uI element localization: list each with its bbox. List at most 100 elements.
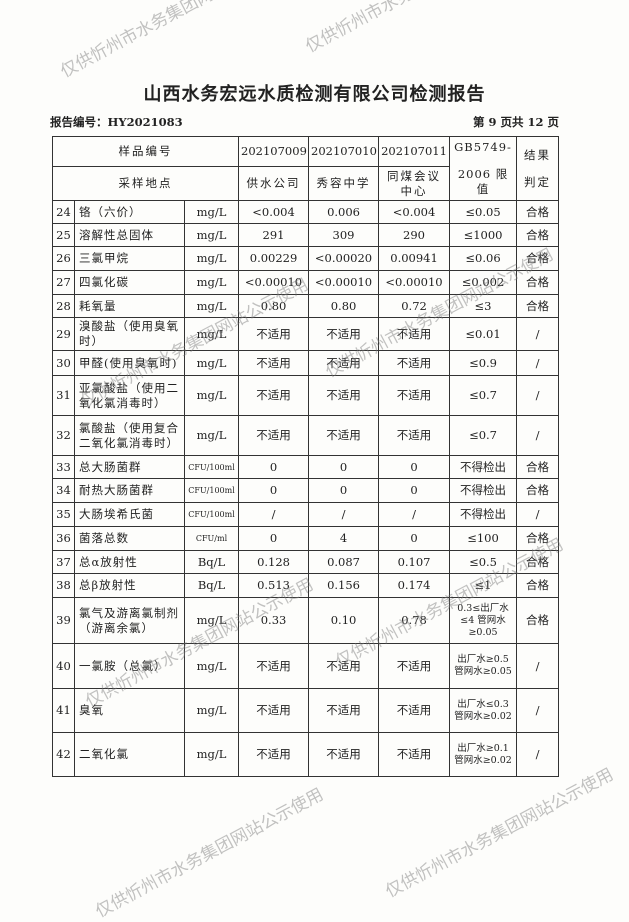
result: 合格 <box>516 550 560 574</box>
result: / <box>516 502 560 527</box>
item-name: 总大肠菌群 <box>74 455 185 479</box>
limit: ≤0.7 <box>449 375 518 416</box>
limit: 不得检出 <box>449 478 518 503</box>
table-row: 24 铬（六价） mg/L <0.004 0.006 <0.004 ≤0.05 合格 <box>52 200 560 224</box>
table-row: 32 氯酸盐（使用复合二氧化氯消毒时） mg/L 不适用 不适用 不适用 ≤0.7/ <box>52 415 560 456</box>
result: / <box>516 415 560 456</box>
row-number: 39 <box>52 597 75 644</box>
value: 不适用 <box>308 375 380 416</box>
value: <0.004 <box>378 200 451 224</box>
item-name: 溶解性总固体 <box>74 223 185 247</box>
value: 不适用 <box>238 350 310 376</box>
value: 0.128 <box>238 550 310 574</box>
header-row-location: 采样地点 供水公司 秀容中学 同煤会议中心 <box>51 166 559 201</box>
limit-header: GB5749- 2006 限值 <box>449 136 518 201</box>
value: / <box>238 502 310 527</box>
value: 4 <box>308 526 380 551</box>
sample-no: 202107010 <box>308 136 380 167</box>
result-label: 结果 <box>524 147 552 162</box>
limit: ≤0.002 <box>449 270 518 295</box>
row-number: 42 <box>52 732 75 777</box>
value: 不适用 <box>238 688 310 733</box>
value: 0.174 <box>378 573 451 598</box>
unit: mg/L <box>183 415 240 456</box>
watermark: 仅供忻州市水务集团网站公示使用 <box>382 764 617 903</box>
table-row: 35 大肠埃希氏菌 CFU/100ml / / / 不得检出 / <box>52 502 560 527</box>
item-name: 臭氧 <box>74 688 185 733</box>
limit: ≤0.9 <box>449 350 518 376</box>
limit: ≤1 <box>449 573 518 598</box>
limit: ≤0.7 <box>449 415 518 456</box>
result-header: 结果 判定 <box>516 136 560 201</box>
unit: mg/L <box>183 350 240 376</box>
unit: mg/L <box>183 294 240 318</box>
value: / <box>308 502 380 527</box>
table-row: 30 甲醛(使用臭氧时) mg/L 不适用 不适用 不适用 ≤0.9/ <box>52 350 560 376</box>
page-info: 第 9 页共 12 页 <box>472 115 559 129</box>
limit: ≤0.06 <box>449 246 518 271</box>
unit: CFU/100ml <box>183 502 240 527</box>
unit: mg/L <box>183 597 240 644</box>
value: 不适用 <box>238 317 310 351</box>
row-number: 31 <box>52 375 75 416</box>
unit: mg/L <box>183 375 240 416</box>
table-row: 25 溶解性总固体 mg/L 291 309 290 ≤1000 合格 <box>52 223 560 247</box>
limit: 不得检出 <box>449 502 518 527</box>
value: 不适用 <box>308 350 380 376</box>
value: 309 <box>308 223 380 247</box>
result: 合格 <box>516 200 560 224</box>
value: 0.513 <box>238 573 310 598</box>
value: 不适用 <box>308 643 380 689</box>
value: 0 <box>378 478 451 503</box>
value: 0.33 <box>238 597 310 644</box>
value: 不适用 <box>378 732 451 777</box>
watermark: 仅供忻州市水务集团网站公示使用 <box>300 0 537 57</box>
value: 0.78 <box>378 597 451 644</box>
limit: ≤0.05 <box>449 200 518 224</box>
result: / <box>516 732 560 777</box>
result: / <box>516 350 560 376</box>
row-number: 24 <box>52 200 75 224</box>
row-number: 26 <box>52 246 75 271</box>
item-name: 三氯甲烷 <box>74 246 185 271</box>
location: 供水公司 <box>238 166 310 201</box>
item-name: 铬（六价） <box>74 200 185 224</box>
unit: Bq/L <box>183 550 240 574</box>
row-number: 40 <box>52 643 75 689</box>
table-row: 42 二氧化氯 mg/L 不适用 不适用 不适用 出厂水≥0.1 管网水≥0.02/ <box>52 732 560 777</box>
row-number: 32 <box>52 415 75 456</box>
item-name: 总α放射性 <box>74 550 185 574</box>
header-row-sample: 样品编号 202107009 202107010 202107011 GB574… <box>51 136 560 201</box>
row-number: 37 <box>52 550 75 574</box>
location: 秀容中学 <box>308 166 380 201</box>
value: 0 <box>238 526 310 551</box>
table-row: 31 亚氯酸盐（使用二氧化氯消毒时） mg/L 不适用 不适用 不适用 ≤0.7/ <box>52 375 560 416</box>
value: 0.72 <box>378 294 451 318</box>
row-number: 28 <box>52 294 75 318</box>
table-row: 28 耗氧量 mg/L 0.80 0.80 0.72 ≤3 合格 <box>52 294 560 318</box>
value: <0.00010 <box>238 270 310 295</box>
value: <0.004 <box>238 200 310 224</box>
value: 0.087 <box>308 550 380 574</box>
result: 合格 <box>516 270 560 295</box>
table-row: 38 总β放射性 Bq/L 0.513 0.156 0.174 ≤1 合格 <box>52 573 560 598</box>
value: 不适用 <box>378 317 451 351</box>
unit: CFU/ml <box>183 526 240 551</box>
row-number: 25 <box>52 223 75 247</box>
value: 0.156 <box>308 573 380 598</box>
item-name: 菌落总数 <box>74 526 185 551</box>
row-number: 35 <box>52 502 75 527</box>
table-row: 27 四氯化碳 mg/L <0.00010 <0.00010 <0.00010 ≤0.002… <box>52 270 560 295</box>
unit: mg/L <box>183 270 240 295</box>
result: / <box>516 688 560 733</box>
value: 0.80 <box>308 294 380 318</box>
value: 0 <box>308 478 380 503</box>
unit: mg/L <box>183 223 240 247</box>
table-row: 39 氯气及游离氯制剂（游离余氯） mg/L 0.33 0.10 0.78 0.3≤出厂水≤… <box>52 597 560 644</box>
row-number: 30 <box>52 350 75 376</box>
result: 合格 <box>516 526 560 551</box>
table-row: 29 溴酸盐（使用臭氧时） mg/L 不适用 不适用 不适用 ≤0.01/ <box>52 317 560 351</box>
item-name: 氯气及游离氯制剂（游离余氯） <box>74 597 185 644</box>
value: 不适用 <box>308 415 380 456</box>
limit: ≤3 <box>449 294 518 318</box>
